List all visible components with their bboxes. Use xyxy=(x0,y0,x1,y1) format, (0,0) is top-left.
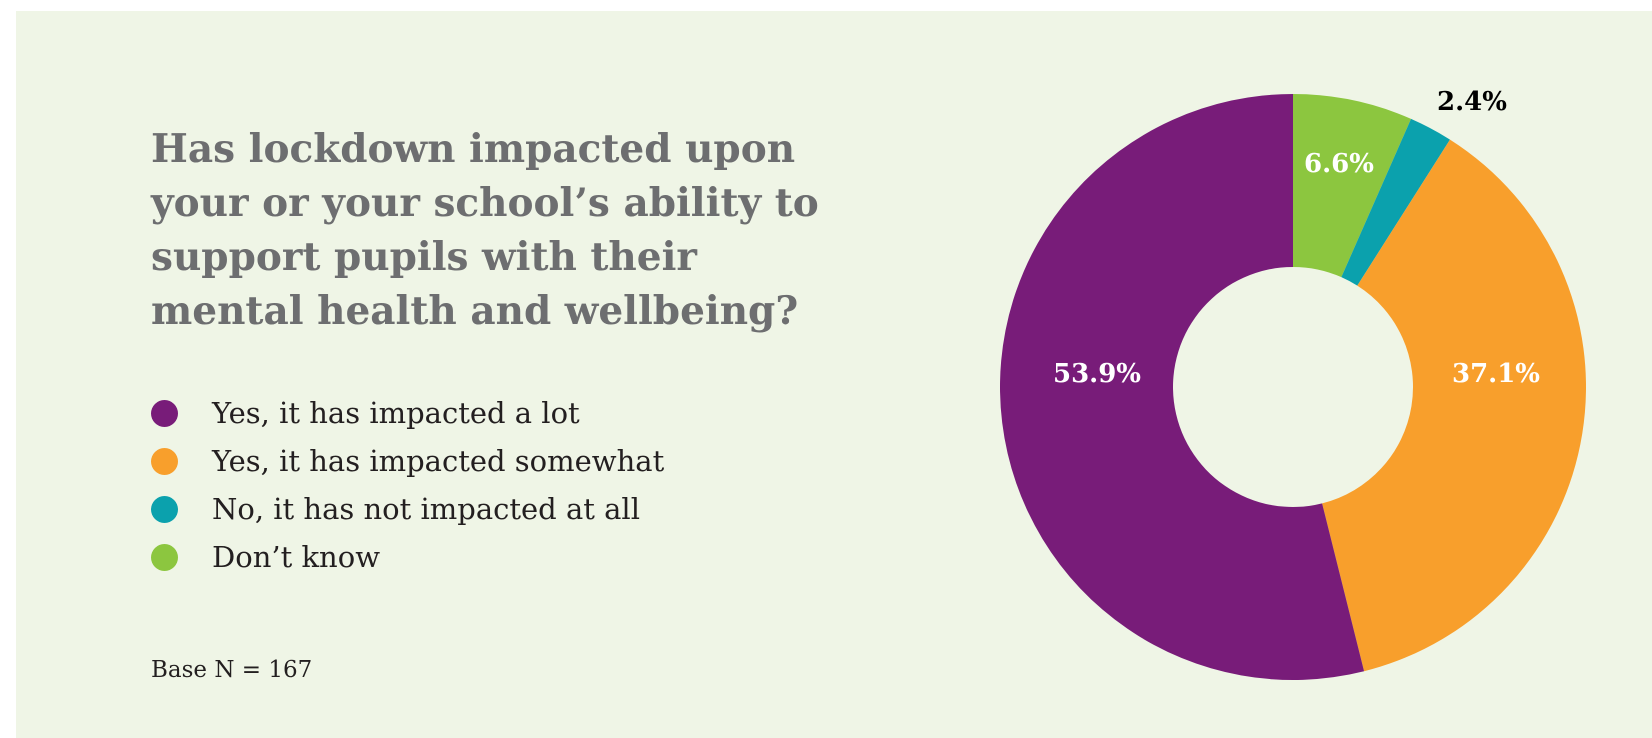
legend-label: Yes, it has impacted somewhat xyxy=(212,444,665,478)
base-note: Base N = 167 xyxy=(151,657,313,683)
legend-label: No, it has not impacted at all xyxy=(212,492,640,526)
legend-label: Don’t know xyxy=(212,540,381,574)
slice-yes-it-has-impacted-a-lot xyxy=(999,94,1365,680)
chart-title: Has lockdown impacted upon your or your … xyxy=(151,126,819,334)
legend-swatch xyxy=(151,399,178,427)
slice-value-label: 2.4% xyxy=(1437,87,1507,117)
slice-yes-it-has-impacted-somewhat xyxy=(1322,139,1586,672)
legend-item-impacted-a-lot: Yes, it has impacted a lot xyxy=(151,389,851,437)
legend-swatch xyxy=(151,447,178,475)
slice-no-it-has-not-impacted-at-all xyxy=(1341,118,1450,286)
legend-swatch xyxy=(151,495,178,523)
slice-value-label: 37.1% xyxy=(1452,359,1540,389)
legend-swatch xyxy=(151,543,178,571)
legend-item-not-impacted: No, it has not impacted at all xyxy=(151,485,851,533)
legend-label: Yes, it has impacted a lot xyxy=(212,396,580,430)
legend-item-dont-know: Don’t know xyxy=(151,533,851,581)
slice-value-label: 53.9% xyxy=(1053,359,1141,389)
legend-item-impacted-somewhat: Yes, it has impacted somewhat xyxy=(151,437,851,485)
slice-don-t-know xyxy=(1293,94,1412,278)
slice-value-label: 6.6% xyxy=(1304,149,1374,179)
legend: Yes, it has impacted a lot Yes, it has i… xyxy=(151,389,851,581)
